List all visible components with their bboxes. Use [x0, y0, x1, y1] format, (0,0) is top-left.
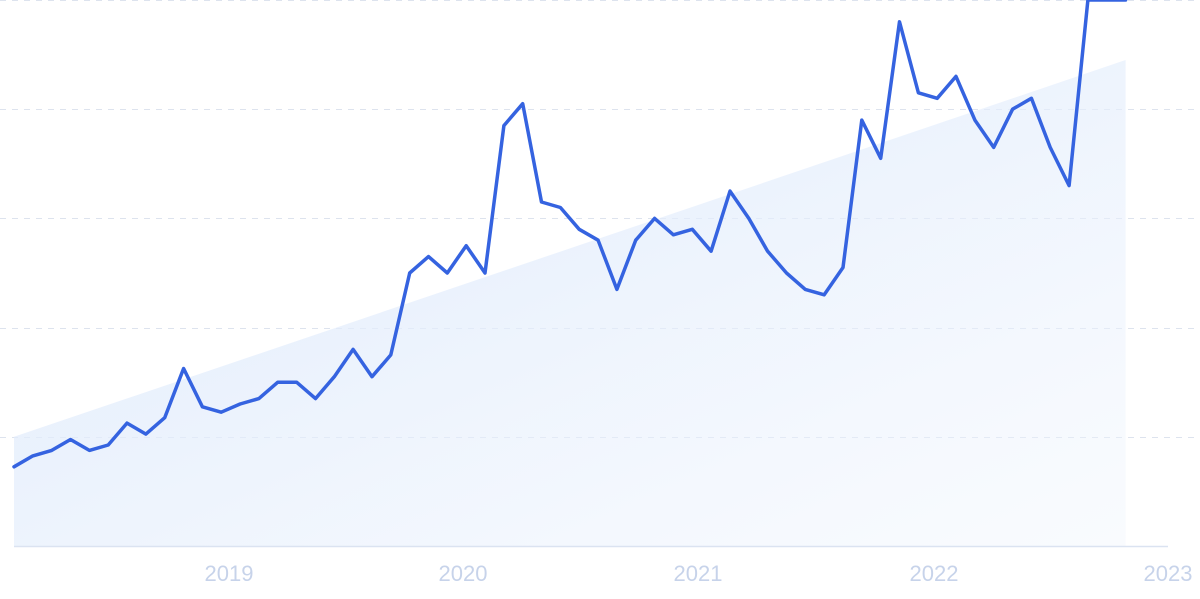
x-tick-label: 2021	[674, 561, 723, 586]
x-axis: 2019 2020 2021 2022 2023	[14, 545, 1193, 586]
x-tick-label: 2020	[439, 561, 488, 586]
x-tick-label: 2022	[910, 561, 959, 586]
series-line-group	[12, 0, 1128, 469]
trend-area	[14, 60, 1126, 547]
x-tick-label: 2023	[1144, 561, 1193, 586]
x-tick-label: 2019	[205, 561, 254, 586]
trend-area-group	[14, 60, 1126, 547]
series-line	[12, 0, 1128, 469]
